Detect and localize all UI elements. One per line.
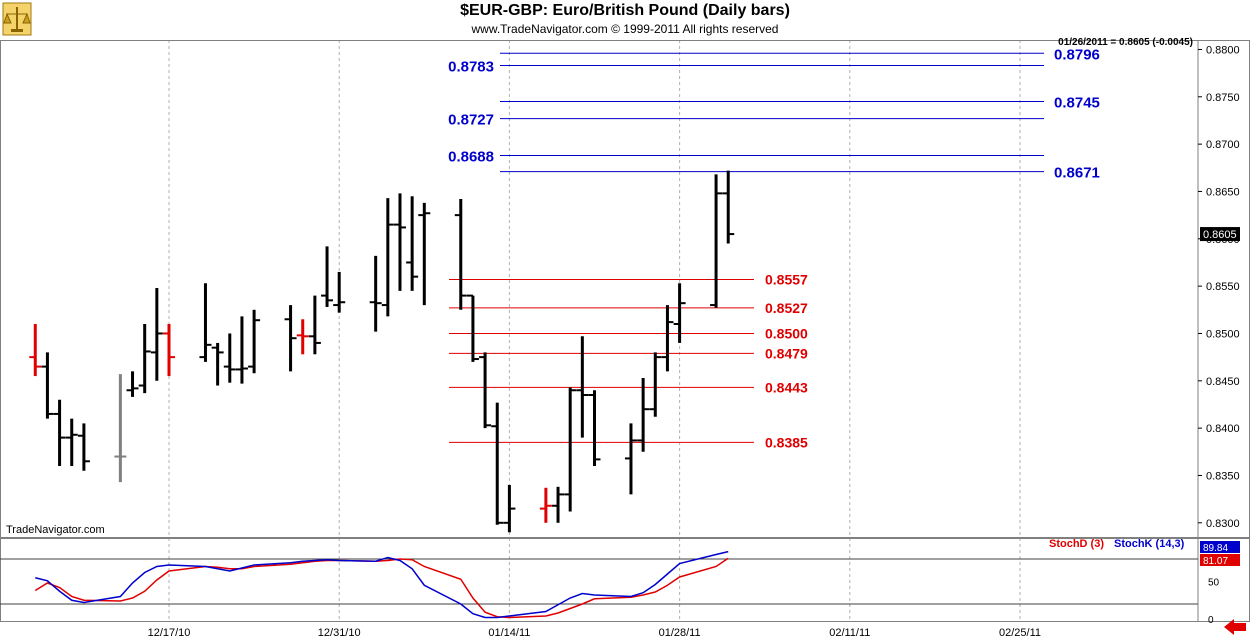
grid-layer (168, 40, 1021, 621)
x-tick-label: 02/11/11 (829, 627, 870, 639)
y-tick-label: 0.8350 (1206, 470, 1240, 482)
chart-frame (0, 40, 1250, 622)
back-arrow-icon[interactable] (1222, 617, 1248, 637)
stoch-value-label: 89.84 (1203, 543, 1228, 554)
last-price-tag (1200, 227, 1240, 242)
resistance-label: 0.8783 (448, 59, 494, 76)
support-label: 0.8500 (765, 325, 808, 341)
legend-stoch-k: StochK (14,3) (1114, 538, 1185, 550)
price-panel-frame (0, 40, 1250, 538)
stoch-series-line (34, 557, 729, 619)
level-lines: 0.8796 0.8783 0.8745 0.8727 0.8688 0.8671 0.85… (448, 46, 1100, 450)
trade-navigator-logo-icon[interactable] (2, 2, 32, 36)
last-price-label: 0.8605 (1203, 229, 1237, 241)
y-tick-label: 0.8300 (1206, 518, 1240, 530)
resistance-label: 0.8727 (448, 112, 494, 129)
y-tick-label: 0.8500 (1206, 328, 1240, 340)
support-label: 0.8479 (765, 345, 808, 361)
axis-labels: 12/17/10 12/31/10 01/14/11 01/28/11 02/11/11… (148, 44, 1240, 639)
support-label: 0.8385 (765, 434, 808, 450)
last-quote: 01/26/2011 = 0.8605 (-0.0045) (1058, 37, 1193, 48)
x-tick-label: 12/31/10 (318, 627, 361, 639)
stoch-y-tick-label: 0 (1208, 615, 1214, 626)
y-tick-label: 0.8450 (1206, 376, 1240, 388)
support-label: 0.8557 (765, 272, 808, 288)
x-tick-label: 12/17/10 (148, 627, 191, 639)
stoch-value-label: 81.07 (1203, 556, 1228, 567)
stoch-value-tag (1200, 554, 1240, 566)
resistance-label: 0.8745 (1054, 95, 1100, 112)
x-tick-label: 01/28/11 (659, 627, 701, 639)
stoch-panel-frame (0, 538, 1250, 622)
y-tick-label: 0.8400 (1206, 423, 1240, 435)
brand-watermark: TradeNavigator.com (6, 524, 105, 536)
stoch-series-line (35, 550, 729, 619)
support-label: 0.8443 (765, 379, 808, 395)
y-tick-label: 0.8700 (1206, 139, 1240, 151)
resistance-label: 0.8796 (1054, 46, 1100, 63)
stoch-value-tag (1200, 541, 1240, 553)
resistance-label: 0.8688 (448, 148, 494, 165)
y-tick-label: 0.8750 (1206, 92, 1240, 104)
copyright-text: www.TradeNavigator.com © 1999-2011 All r… (471, 22, 779, 36)
x-tick-label: 02/25/11 (999, 627, 1041, 639)
resistance-label: 0.8671 (1054, 165, 1100, 182)
chart-title: $EUR-GBP: Euro/British Pound (Daily bars… (460, 2, 790, 19)
x-tick-label: 01/14/11 (488, 627, 530, 639)
stoch-y-tick-label: 50 (1208, 578, 1220, 589)
y-tick-label: 0.8800 (1206, 44, 1240, 56)
stochastic-panel (0, 550, 1198, 619)
y-tick-label: 0.8650 (1206, 186, 1240, 198)
price-bars (29, 170, 735, 533)
legend-stoch-d: StochD (3) (1049, 538, 1104, 550)
y-tick-label: 0.8550 (1206, 281, 1240, 293)
support-label: 0.8527 (765, 300, 808, 316)
